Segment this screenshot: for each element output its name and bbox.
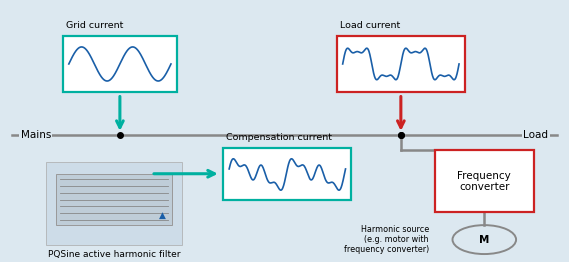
FancyBboxPatch shape <box>63 36 176 92</box>
Text: Grid current: Grid current <box>66 21 123 30</box>
FancyBboxPatch shape <box>56 174 172 225</box>
Text: Frequency
converter: Frequency converter <box>457 171 511 192</box>
FancyBboxPatch shape <box>46 162 182 245</box>
FancyBboxPatch shape <box>224 148 351 200</box>
Text: Load current: Load current <box>340 21 400 30</box>
Text: Mains: Mains <box>20 130 51 140</box>
Text: ▲: ▲ <box>159 211 166 220</box>
FancyBboxPatch shape <box>337 36 465 92</box>
FancyBboxPatch shape <box>435 150 534 212</box>
Text: Compensation current: Compensation current <box>226 133 332 142</box>
Text: PQSine active harmonic filter: PQSine active harmonic filter <box>48 250 181 259</box>
Text: M: M <box>479 234 489 245</box>
Text: Harmonic source
(e.g. motor with
frequency converter): Harmonic source (e.g. motor with frequen… <box>344 225 429 254</box>
Text: Load: Load <box>523 130 549 140</box>
